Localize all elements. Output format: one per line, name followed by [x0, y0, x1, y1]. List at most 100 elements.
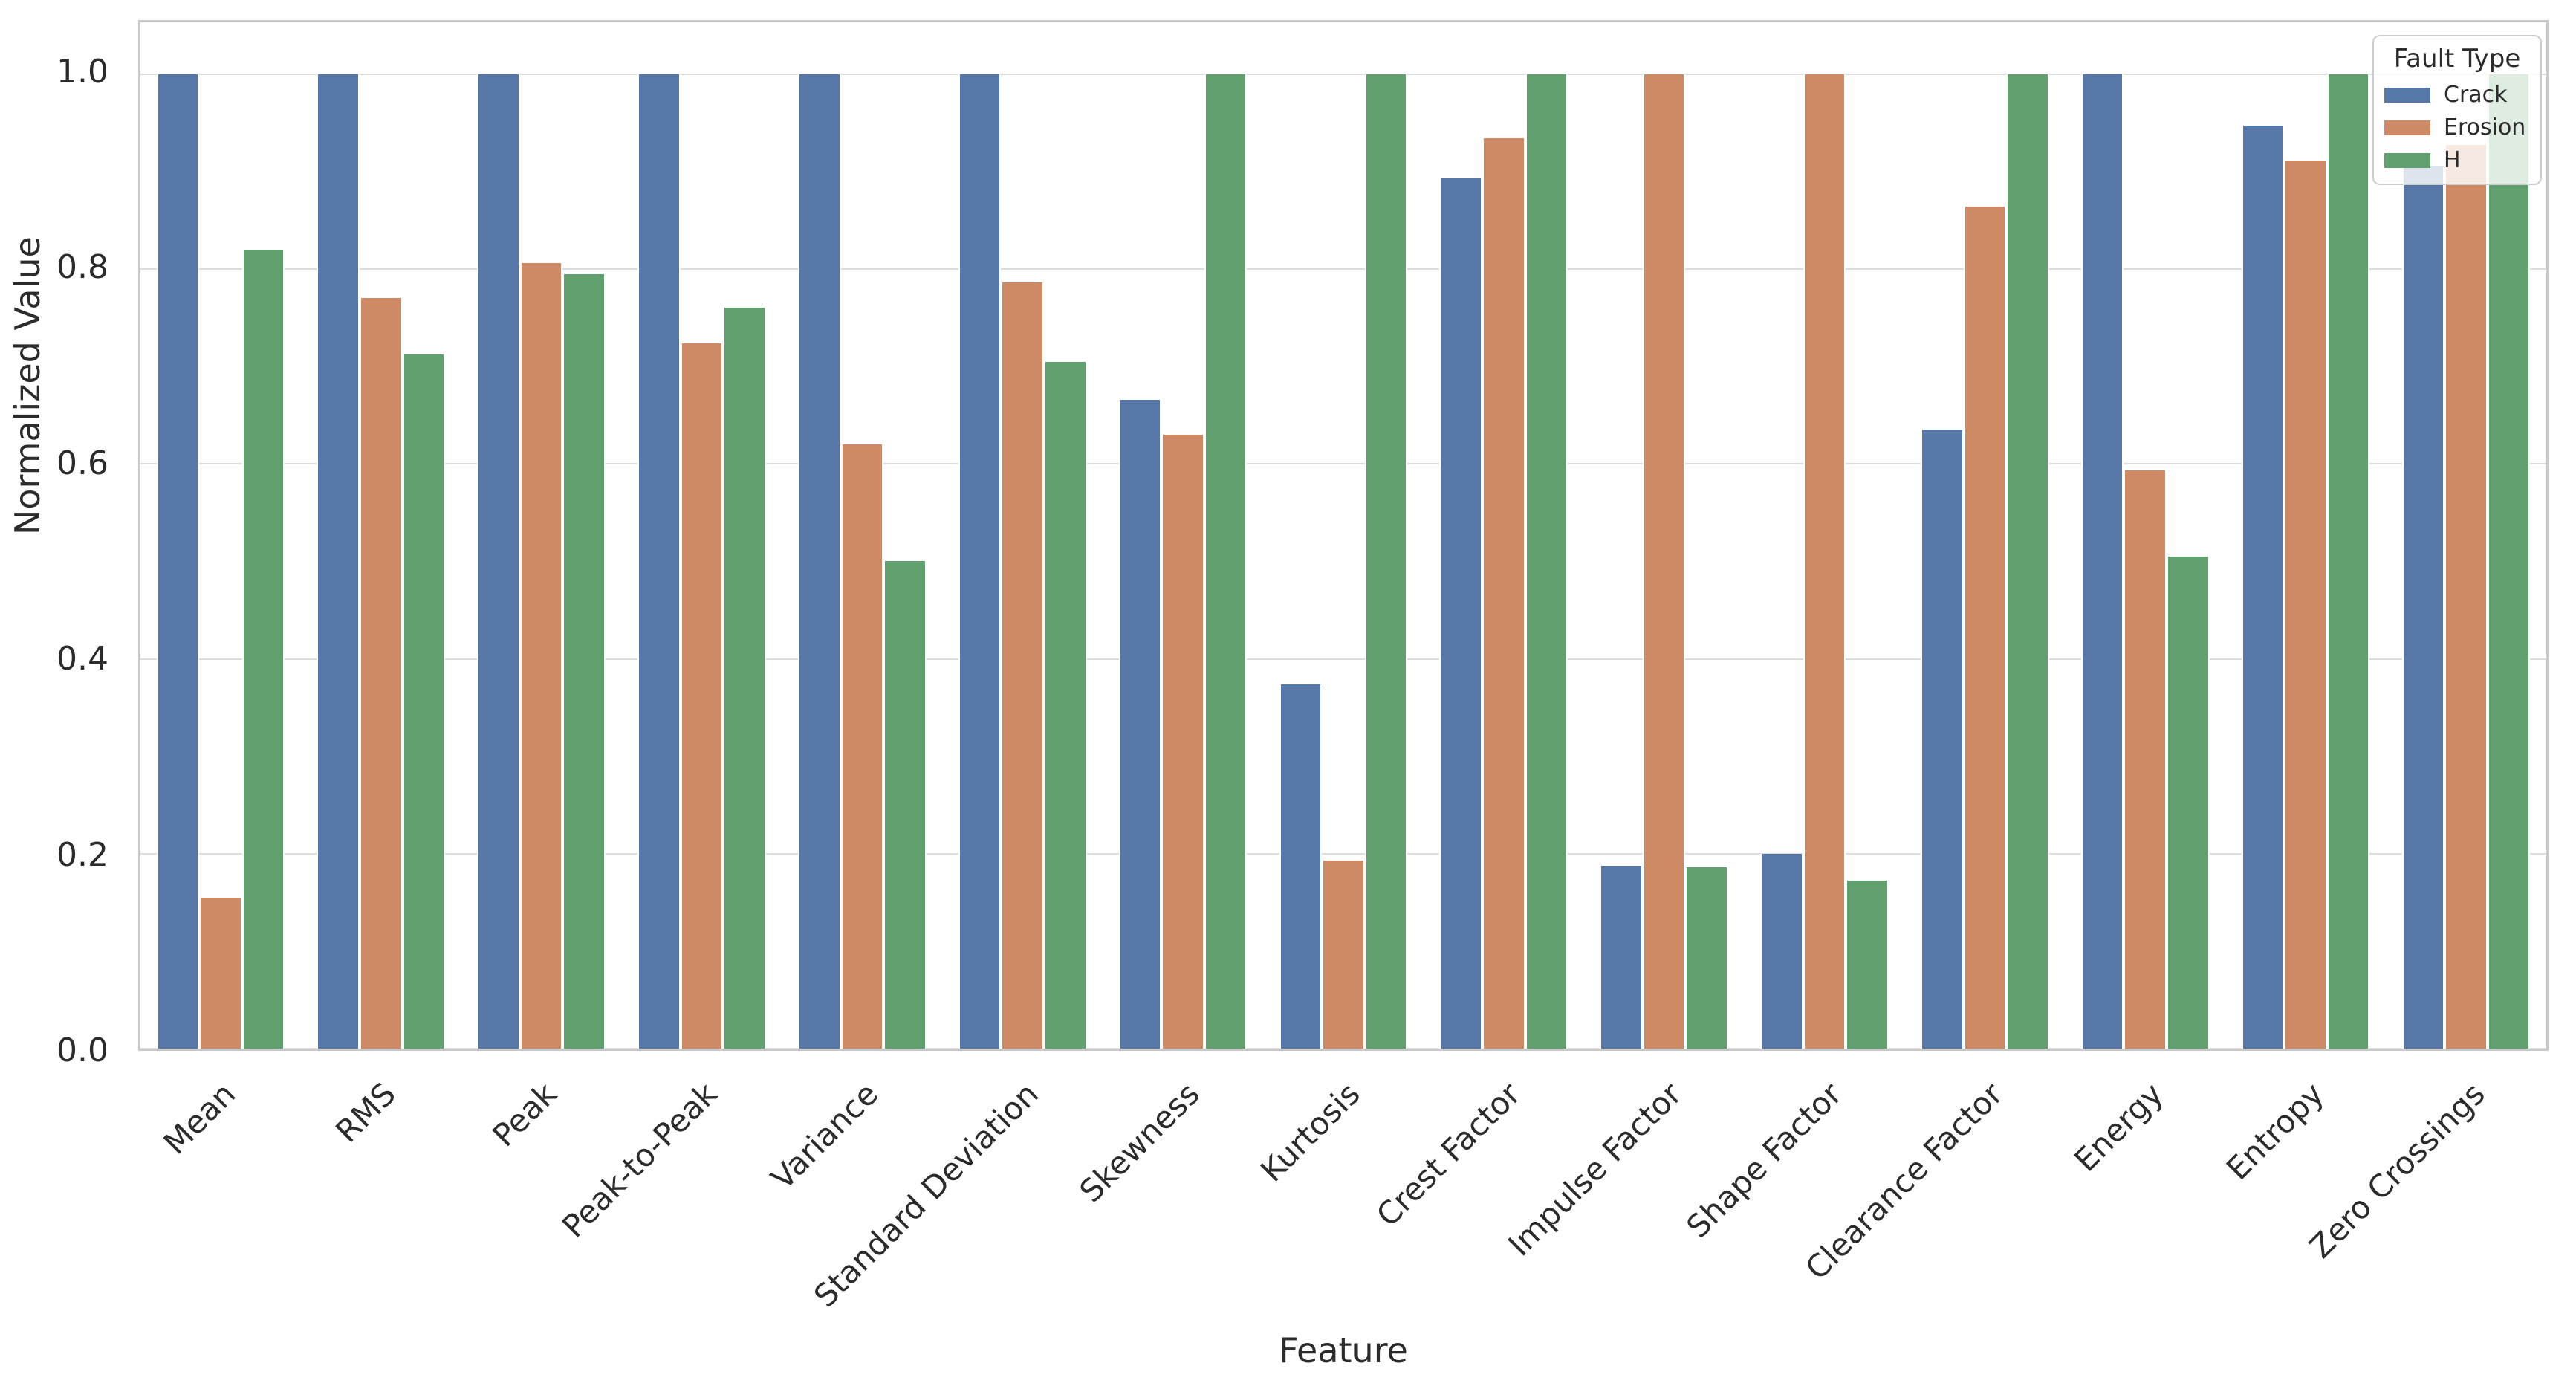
bar-crack-shape-factor — [1760, 853, 1803, 1049]
bar-erosion-clearance-factor — [1963, 207, 2007, 1049]
bar-crack-kurtosis — [1279, 684, 1323, 1049]
bar-crack-entropy — [2241, 126, 2285, 1049]
bar-erosion-mean — [199, 897, 242, 1049]
bar-erosion-variance — [840, 444, 884, 1049]
x-tick-label-entropy: Entropy — [2219, 1075, 2332, 1188]
bar-crack-impulse-factor — [1600, 865, 1643, 1049]
legend-label-crack: Crack — [2444, 82, 2508, 108]
bar-crack-peak-to-peak — [637, 74, 681, 1049]
bar-crack-mean — [156, 74, 200, 1049]
x-tick-label-rms: RMS — [328, 1075, 403, 1150]
bar-group-peak — [461, 22, 622, 1049]
bar-crack-rms — [317, 74, 360, 1049]
bar-group-entropy — [2225, 22, 2386, 1049]
y-axis-tick-labels: 0.0 0.2 0.4 0.6 0.8 1.0 — [0, 20, 122, 1067]
bar-erosion-entropy — [2284, 161, 2327, 1049]
x-tick-label-energy: Energy — [2067, 1075, 2171, 1179]
x-axis-title: Feature — [1279, 1330, 1408, 1370]
x-tick-label-standard-deviation: Standard Deviation — [807, 1075, 1046, 1315]
y-tick-label: 0.8 — [56, 248, 108, 287]
bar-h-peak-to-peak — [723, 308, 766, 1049]
y-tick-label: 0.0 — [56, 1032, 108, 1069]
bar-erosion-crest-factor — [1482, 138, 1525, 1049]
gridline-y-0.6 — [140, 463, 2546, 465]
legend-title: Fault Type — [2393, 44, 2521, 74]
bar-group-standard-deviation — [942, 22, 1103, 1049]
x-tick-label-zero-crossings: Zero Crossings — [2302, 1075, 2492, 1266]
gridline-y-0.2 — [140, 852, 2546, 855]
legend-items: Crack Erosion H — [2384, 84, 2530, 172]
legend-swatch-erosion — [2384, 120, 2430, 135]
bar-crack-variance — [798, 74, 841, 1049]
bar-erosion-energy — [2124, 470, 2167, 1049]
bar-crack-standard-deviation — [958, 74, 1002, 1049]
bar-crack-zero-crossings — [2401, 166, 2445, 1049]
x-tick-label-skewness: Skewness — [1072, 1075, 1207, 1210]
bar-crack-skewness — [1118, 399, 1162, 1049]
y-tick-label: 1.0 — [56, 53, 108, 91]
bar-erosion-skewness — [1161, 434, 1204, 1049]
bar-h-clearance-factor — [2006, 74, 2049, 1049]
legend-label-erosion: Erosion — [2444, 114, 2526, 140]
bar-crack-energy — [2080, 74, 2124, 1049]
bar-group-crest-factor — [1424, 22, 1584, 1049]
gridline-y-0 — [140, 1048, 2546, 1049]
y-tick-label: 0.6 — [56, 444, 108, 482]
legend-item-crack: Crack — [2384, 84, 2530, 106]
bar-group-rms — [301, 22, 461, 1049]
bar-group-skewness — [1103, 22, 1263, 1049]
bar-h-variance — [883, 561, 927, 1049]
bar-erosion-rms — [360, 298, 403, 1049]
bar-group-shape-factor — [1745, 22, 1905, 1049]
bar-h-kurtosis — [1364, 74, 1408, 1049]
bar-group-clearance-factor — [1904, 22, 2065, 1049]
y-tick-label: 0.4 — [56, 640, 108, 679]
bar-erosion-kurtosis — [1322, 860, 1365, 1049]
bar-crack-peak — [477, 74, 520, 1049]
x-tick-label-peak-to-peak: Peak-to-Peak — [555, 1075, 724, 1245]
gridline-y-0.4 — [140, 658, 2546, 660]
legend-label-h: H — [2444, 147, 2461, 173]
y-tick-label: 0.2 — [56, 835, 108, 874]
legend-swatch-h — [2384, 153, 2430, 168]
bar-erosion-impulse-factor — [1642, 74, 1686, 1049]
bar-group-impulse-factor — [1584, 22, 1745, 1049]
bar-crack-clearance-factor — [1921, 430, 1964, 1049]
bar-group-variance — [782, 22, 942, 1049]
bars-layer — [140, 22, 2546, 1049]
bar-h-crest-factor — [1525, 74, 1568, 1049]
x-tick-label-impulse-factor: Impulse Factor — [1500, 1075, 1689, 1263]
bar-erosion-shape-factor — [1803, 74, 1846, 1049]
bar-h-shape-factor — [1846, 881, 1889, 1049]
bar-group-energy — [2065, 22, 2225, 1049]
bar-h-skewness — [1204, 74, 1248, 1049]
x-tick-label-shape-factor: Shape Factor — [1679, 1075, 1849, 1246]
bar-erosion-zero-crossings — [2444, 145, 2488, 1049]
bar-h-standard-deviation — [1044, 361, 1087, 1049]
x-tick-label-mean: Mean — [156, 1075, 242, 1162]
bar-group-peak-to-peak — [622, 22, 782, 1049]
x-tick-label-variance: Variance — [764, 1075, 886, 1197]
bar-erosion-peak — [519, 263, 563, 1049]
bar-h-energy — [2167, 556, 2210, 1049]
bar-h-peak — [562, 273, 606, 1049]
bar-h-impulse-factor — [1685, 867, 1728, 1049]
gridline-y-1 — [140, 73, 2546, 75]
legend-swatch-crack — [2384, 88, 2430, 103]
legend-item-erosion: Erosion — [2384, 117, 2530, 139]
bar-group-mean — [140, 22, 301, 1049]
x-tick-label-kurtosis: Kurtosis — [1253, 1075, 1367, 1189]
bar-h-rms — [402, 354, 446, 1049]
bar-group-kurtosis — [1263, 22, 1424, 1049]
bar-erosion-standard-deviation — [1001, 282, 1044, 1049]
bar-group-zero-crossings — [2386, 22, 2546, 1049]
gridline-y-0.8 — [140, 268, 2546, 271]
x-tick-label-clearance-factor: Clearance Factor — [1798, 1075, 2010, 1287]
bar-h-zero-crossings — [2487, 74, 2531, 1049]
legend-item-h: H — [2384, 149, 2530, 172]
x-tick-label-crest-factor: Crest Factor — [1369, 1075, 1528, 1234]
legend: Fault Type Crack Erosion H — [2372, 35, 2542, 185]
bar-crack-crest-factor — [1439, 178, 1483, 1049]
plot-area — [138, 20, 2549, 1051]
